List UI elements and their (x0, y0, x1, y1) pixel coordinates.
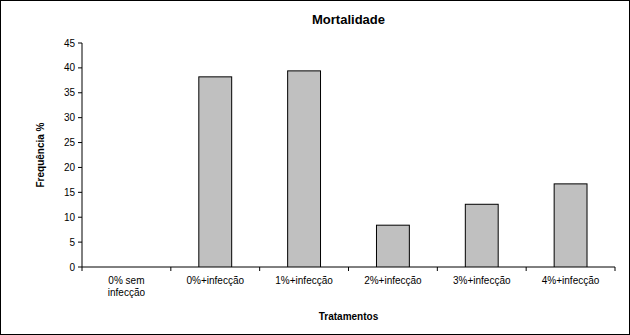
y-tick-label: 40 (64, 62, 76, 73)
x-tick-label: 0% seminfecção (108, 275, 146, 298)
y-tick (78, 117, 82, 118)
x-tick-label: 0%+infecção (186, 275, 244, 286)
x-tick-label-line: 4%+infecção (542, 275, 600, 286)
y-axis-label: Frequência % (35, 122, 46, 187)
chart-svg: Mortalidade 0 5 10 15 20 25 30 35 40 45 0% seminfec… (0, 0, 630, 335)
y-tick (78, 167, 82, 168)
x-tick-label-line: 3%+infecção (453, 275, 511, 286)
x-tick-label-line: 0%+infecção (186, 275, 244, 286)
y-tick (78, 267, 82, 268)
x-tick-label-line: infecção (108, 287, 146, 298)
y-tick-label: 25 (64, 137, 76, 148)
y-tick-label: 35 (64, 87, 76, 98)
y-tick (78, 142, 82, 143)
chart-frame (1, 1, 630, 335)
x-tick (170, 267, 171, 271)
x-tick-label-line: 0% sem (108, 275, 144, 286)
chart-container: Mortalidade 0 5 10 15 20 25 30 35 40 45 0% seminfec… (0, 0, 630, 335)
bar (110, 267, 143, 268)
y-tick-label: 0 (69, 262, 75, 273)
y-tick (78, 92, 82, 93)
bar (288, 71, 321, 267)
y-tick-label: 45 (64, 38, 76, 49)
x-tick (82, 267, 83, 271)
y-tick (78, 43, 82, 44)
x-axis-label: Tratamentos (319, 311, 379, 322)
x-tick (526, 267, 527, 271)
x-tick (437, 267, 438, 271)
y-tick (78, 67, 82, 68)
x-tick-label: 1%+infecção (275, 275, 333, 286)
y-tick (78, 192, 82, 193)
x-tick-label-line: 1%+infecção (275, 275, 333, 286)
x-tick-label: 4%+infecção (542, 275, 600, 286)
x-tick (348, 267, 349, 271)
y-tick-label: 10 (64, 212, 76, 223)
y-tick-label: 30 (64, 112, 76, 123)
y-tick-label: 15 (64, 187, 76, 198)
x-tick (259, 267, 260, 271)
y-tick-label: 20 (64, 162, 76, 173)
x-tick-label: 2%+infecção (364, 275, 422, 286)
bar (554, 184, 587, 267)
y-tick (78, 217, 82, 218)
x-tick (615, 267, 616, 271)
bar (465, 204, 498, 267)
y-tick-label: 5 (69, 237, 75, 248)
y-axis-line (82, 43, 83, 267)
y-tick (78, 242, 82, 243)
bar (199, 77, 232, 267)
chart-title: Mortalidade (312, 12, 385, 27)
bars (199, 71, 587, 267)
x-tick-label-line: 2%+infecção (364, 275, 422, 286)
bar (376, 225, 409, 267)
x-tick-label: 3%+infecção (453, 275, 511, 286)
